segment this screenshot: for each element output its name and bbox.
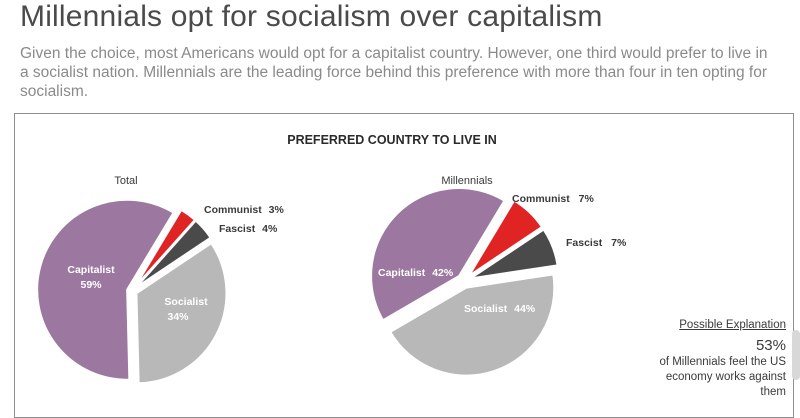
scrollbar-thumb[interactable]	[792, 330, 800, 380]
slice-label-total-communist: Communist	[204, 204, 262, 216]
pie-millennials	[370, 187, 559, 377]
slice-label-total-fascist: Fascist	[219, 223, 256, 235]
slice-value-total-capitalist: 59%	[80, 279, 102, 291]
pie-slice-millennials-communist	[467, 199, 544, 277]
page-subtitle: Given the choice, most Americans would o…	[20, 45, 768, 100]
pie-slice-millennials-socialist	[388, 273, 556, 377]
svg-text:Communist 3%: Communist 3%	[204, 204, 285, 216]
slice-label-total-capitalist: Capitalist	[67, 264, 115, 276]
explanation-text: of Millennials feel the US economy works…	[659, 356, 786, 398]
pie-title-total: Total	[114, 175, 137, 187]
slice-label-millennials-communist: Communist	[512, 193, 570, 205]
page-title: Millennials opt for socialism over capit…	[20, 0, 603, 33]
slice-value-total-socialist: 34%	[167, 311, 189, 323]
explanation-value: 53%	[755, 337, 786, 354]
slice-value-total-communist: 3%	[269, 204, 285, 216]
explanation-title: Possible Explanation	[679, 319, 786, 331]
svg-text:Communist 7%: Communist 7%	[512, 193, 595, 205]
svg-text:59%: 59%	[80, 279, 102, 291]
pie-slice-total-communist	[134, 208, 197, 288]
pie-slice-millennials-fascist	[469, 228, 559, 280]
slice-value-millennials-communist: 7%	[579, 193, 595, 205]
slice-value-millennials-fascist: 7%	[611, 237, 627, 249]
pie-slice-millennials-capitalist	[370, 187, 506, 322]
pie-slice-total-capitalist	[36, 198, 175, 381]
pie-slice-total-fascist	[135, 219, 212, 289]
slice-label-millennials-fascist: Fascist	[566, 237, 603, 249]
svg-text:Socialist: Socialist	[164, 296, 208, 308]
pie-title-millennials: Millennials	[441, 175, 493, 187]
svg-text:Socialist 44%: Socialist 44%	[464, 303, 536, 315]
slice-label-millennials-socialist: Socialist	[464, 303, 508, 315]
chart-title: PREFERRED COUNTRY TO LIVE IN	[287, 133, 497, 147]
explanation-box: Possible Explanation 53% of Millennials …	[646, 318, 786, 400]
slice-value-millennials-capitalist: 42%	[432, 267, 454, 279]
slice-label-millennials-capitalist: Capitalist	[378, 267, 426, 279]
svg-text:Fascist 7%: Fascist 7%	[566, 237, 627, 249]
slice-value-total-fascist: 4%	[262, 223, 278, 235]
svg-text:Capitalist 42%: Capitalist 42%	[378, 267, 454, 279]
pie-total	[36, 198, 228, 385]
pie-slice-total-socialist	[135, 241, 228, 385]
slice-label-total-socialist: Socialist	[164, 296, 208, 308]
svg-text:34%: 34%	[167, 311, 189, 323]
svg-text:Fascist 4%: Fascist 4%	[219, 223, 278, 235]
slice-value-millennials-socialist: 44%	[514, 303, 536, 315]
svg-text:Capitalist: Capitalist	[67, 264, 115, 276]
